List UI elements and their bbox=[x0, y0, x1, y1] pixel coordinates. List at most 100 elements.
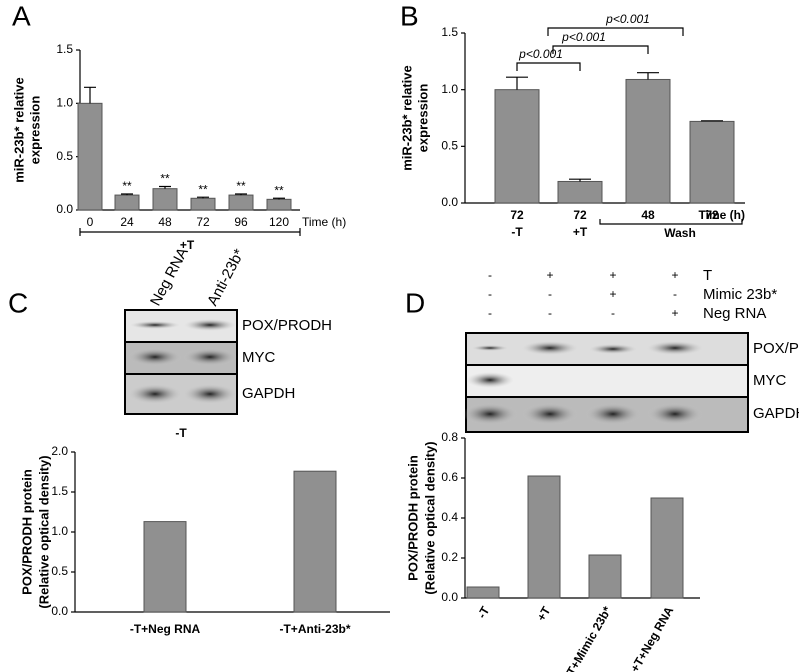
x-tick-label: -T bbox=[475, 604, 493, 621]
blot-row-label: MYC bbox=[242, 349, 276, 366]
x-tick-label: 24 bbox=[120, 215, 134, 229]
y-tick-label: 0.0 bbox=[56, 202, 73, 216]
bar bbox=[650, 497, 684, 599]
condition-name: Mimic 23b* bbox=[703, 286, 777, 303]
bar-label: ** bbox=[198, 182, 208, 196]
error-bar bbox=[159, 185, 171, 189]
error-bar bbox=[273, 197, 285, 200]
bar bbox=[557, 180, 603, 204]
x-tick-label: 48 bbox=[641, 208, 655, 222]
bar bbox=[494, 89, 540, 204]
group-bracket bbox=[599, 219, 743, 225]
x-tick-label: +T bbox=[534, 604, 554, 624]
y-tick-label: 0.8 bbox=[441, 430, 458, 444]
error-bar bbox=[235, 193, 247, 196]
blot-row-label: POX/PRODH bbox=[753, 340, 799, 357]
condition-sign: + bbox=[609, 287, 616, 301]
condition-sign: - bbox=[611, 306, 615, 320]
panel-letter: D bbox=[405, 287, 425, 318]
error-bar bbox=[506, 76, 528, 90]
x-tick-label: 0 bbox=[87, 215, 94, 229]
bar bbox=[152, 188, 178, 211]
y-tick-label: 0.4 bbox=[441, 510, 458, 524]
p-value: p<0.001 bbox=[605, 12, 650, 26]
bar bbox=[293, 470, 337, 613]
blot-row-label: MYC bbox=[753, 372, 787, 389]
p-value: p<0.001 bbox=[518, 47, 563, 61]
y-tick-label: 0.0 bbox=[51, 604, 68, 618]
condition-sign: + bbox=[546, 268, 553, 282]
y-axis-label: miR-23b* relative bbox=[399, 65, 414, 171]
y-tick-label: 1.0 bbox=[51, 524, 68, 538]
bar bbox=[266, 198, 292, 211]
blot-row-label: GAPDH bbox=[242, 385, 295, 402]
bar bbox=[625, 78, 671, 204]
condition-sign: + bbox=[671, 306, 678, 320]
x-axis-label: Time (h) bbox=[302, 215, 346, 229]
group-bracket bbox=[79, 228, 301, 236]
x-tick-label: 72 bbox=[196, 215, 210, 229]
y-tick-label: 0.6 bbox=[441, 470, 458, 484]
bar bbox=[689, 120, 735, 204]
y-axis-label: (Relative optical density) bbox=[36, 455, 51, 608]
p-bracket bbox=[547, 27, 684, 36]
x-tick-label: -T+Anti-23b* bbox=[279, 622, 350, 636]
bar bbox=[143, 521, 187, 613]
y-tick-label: 2.0 bbox=[51, 444, 68, 458]
y-axis-label: miR-23b* relative bbox=[11, 77, 26, 183]
condition-sign: + bbox=[671, 268, 678, 282]
panel-letter: A bbox=[12, 0, 31, 31]
blot-d bbox=[462, 332, 749, 433]
bar-label: ** bbox=[236, 179, 246, 193]
bar bbox=[77, 102, 103, 211]
error-bar bbox=[569, 178, 591, 182]
blot-c bbox=[124, 309, 238, 415]
bar bbox=[466, 586, 500, 599]
x-tick-label: 48 bbox=[158, 215, 172, 229]
y-tick-label: 1.5 bbox=[441, 25, 458, 39]
x-tick-label: 120 bbox=[269, 215, 289, 229]
x-axis-label: Time (h) bbox=[699, 208, 745, 222]
y-tick-label: 0.0 bbox=[441, 590, 458, 604]
x-tick-label: 96 bbox=[234, 215, 248, 229]
condition-sign: - bbox=[548, 306, 552, 320]
x-tick-label: 72 bbox=[510, 208, 524, 222]
group-label: +T bbox=[180, 238, 195, 252]
bar-label: ** bbox=[274, 183, 284, 197]
condition-sign: - bbox=[488, 268, 492, 282]
group-label: Wash bbox=[664, 226, 696, 240]
y-tick-label: 0.5 bbox=[441, 139, 458, 153]
p-value: p<0.001 bbox=[561, 30, 606, 44]
x-tick-label: +T+Mimic 23b* bbox=[560, 604, 614, 672]
x-tick-label: 72 bbox=[573, 208, 587, 222]
p-bracket bbox=[516, 62, 581, 71]
condition-sign: - bbox=[488, 306, 492, 320]
y-tick-label: 1.5 bbox=[51, 484, 68, 498]
condition-name: T bbox=[703, 267, 712, 284]
error-bar bbox=[121, 193, 133, 196]
error-bar bbox=[701, 120, 723, 122]
y-axis-label: expression bbox=[27, 96, 42, 165]
p-bracket bbox=[552, 45, 649, 54]
panel-letter: B bbox=[400, 0, 419, 31]
x-tick-label: 72 bbox=[705, 208, 719, 222]
x-tick-label: -T+Neg RNA bbox=[130, 622, 201, 636]
lane-label: Anti-23b* bbox=[204, 246, 248, 309]
error-bar bbox=[84, 86, 96, 104]
y-axis-label: POX/PRODH protein bbox=[19, 469, 34, 595]
condition-name: Neg RNA bbox=[703, 305, 766, 322]
blot-row-label: GAPDH bbox=[753, 405, 799, 422]
bar bbox=[190, 197, 216, 211]
y-axis-label: POX/PRODH protein bbox=[405, 455, 420, 581]
bar bbox=[527, 475, 561, 599]
panel-letter: C bbox=[8, 287, 28, 318]
lane-label: Neg RNA bbox=[147, 245, 192, 309]
error-bar bbox=[197, 196, 209, 199]
y-tick-label: 1.0 bbox=[56, 96, 73, 110]
bar-label: ** bbox=[122, 179, 132, 193]
x-sublabel: +T bbox=[573, 225, 588, 239]
y-axis-label: expression bbox=[415, 84, 430, 153]
y-tick-label: 0.5 bbox=[51, 564, 68, 578]
condition-sign: + bbox=[609, 268, 616, 282]
